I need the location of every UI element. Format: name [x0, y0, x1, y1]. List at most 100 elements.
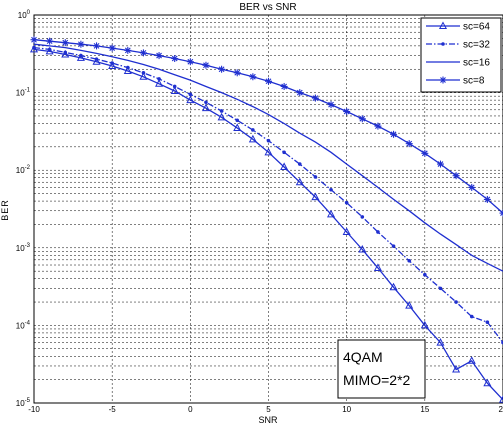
chart-title: BER vs SNR	[239, 2, 296, 13]
data-point	[389, 282, 398, 291]
data-point	[93, 42, 101, 50]
data-point	[454, 300, 458, 304]
x-tick-label: -10	[28, 405, 40, 414]
legend-label: sc=64	[463, 22, 490, 33]
data-point	[235, 118, 240, 123]
data-point	[170, 86, 179, 94]
data-point	[204, 100, 208, 105]
legend-entry: sc=32	[426, 40, 490, 51]
legend: sc=64 sc=32 sc=16 sc=8	[420, 17, 502, 93]
data-point	[46, 37, 54, 45]
data-point	[344, 201, 349, 205]
x-axis-label: SNR	[258, 415, 278, 425]
legend-marker	[439, 76, 447, 84]
y-tick-label: 10-4	[16, 320, 31, 330]
data-point	[30, 36, 38, 44]
data-point	[248, 134, 257, 143]
data-point	[264, 147, 273, 156]
series-sc-16	[33, 43, 503, 272]
data-point	[201, 103, 211, 112]
data-point	[469, 314, 474, 319]
data-point	[188, 92, 193, 97]
data-point	[329, 187, 333, 192]
annotation-line-2: MIMO=2*2	[343, 372, 411, 388]
data-point	[32, 45, 36, 50]
data-point	[218, 65, 226, 73]
data-point	[233, 123, 242, 131]
series-line	[33, 43, 503, 272]
y-tick-label: 10-2	[16, 165, 31, 175]
data-point	[436, 160, 444, 168]
data-point	[327, 209, 336, 218]
x-tick-label: 0	[188, 405, 193, 414]
legend-label: sc=16	[463, 58, 490, 69]
data-point	[467, 356, 476, 364]
series-line	[33, 48, 503, 401]
plot-frame	[33, 14, 503, 404]
data-point	[468, 183, 476, 191]
data-point	[202, 61, 210, 69]
data-point	[171, 55, 179, 63]
data-point	[172, 84, 177, 89]
x-tick-label: 20	[499, 405, 503, 414]
data-point	[360, 215, 365, 219]
data-point	[499, 209, 503, 217]
data-point	[94, 57, 99, 61]
ticks: -10 -5 0 5 10 15 20 100 10-1 10-2 10-3 10-4 10-5	[16, 10, 503, 414]
data-point	[77, 40, 85, 48]
data-point	[61, 49, 70, 58]
data-point	[358, 244, 367, 253]
data-point	[295, 177, 304, 186]
data-point	[47, 47, 52, 52]
data-point	[438, 286, 443, 291]
data-point	[126, 65, 130, 70]
legend-label: sc=32	[463, 40, 490, 51]
series-sc-32	[32, 45, 503, 345]
data-point	[311, 94, 319, 102]
data-point	[452, 172, 460, 180]
data-point	[485, 320, 490, 324]
data-point	[420, 320, 429, 329]
data-point	[282, 150, 286, 155]
data-point	[452, 364, 461, 373]
legend-entry: sc=64	[426, 21, 490, 33]
data-point	[251, 128, 255, 132]
data-point	[110, 61, 114, 65]
data-point	[61, 39, 69, 47]
data-point	[124, 46, 132, 54]
data-point	[391, 244, 396, 248]
data-point	[108, 61, 117, 70]
data-point	[141, 70, 146, 75]
data-point	[139, 49, 147, 57]
data-point	[108, 44, 116, 52]
x-tick-label: -5	[109, 405, 117, 414]
legend-marker	[441, 42, 445, 46]
y-tick-label: 10-1	[16, 88, 31, 98]
data-point	[407, 258, 412, 263]
series-layer	[29, 36, 503, 403]
data-point	[313, 175, 318, 179]
x-tick-label: 5	[266, 405, 271, 414]
data-point	[155, 52, 163, 60]
data-point	[123, 66, 132, 74]
data-point	[233, 69, 241, 77]
data-point	[45, 46, 54, 55]
data-point	[217, 112, 226, 121]
data-point	[374, 122, 382, 130]
annotation-line-1: 4QAM	[343, 349, 383, 365]
x-tick-label: 10	[342, 405, 351, 414]
annotation-frame	[337, 339, 426, 399]
legend-entry: sc=8	[426, 76, 485, 87]
data-point	[376, 230, 380, 234]
data-point	[342, 227, 351, 235]
data-point	[405, 301, 414, 309]
y-tick-label: 100	[18, 10, 31, 20]
data-point	[436, 338, 445, 346]
data-point	[423, 272, 427, 277]
y-tick-label: 10-5	[16, 398, 31, 408]
data-point	[265, 77, 272, 85]
y-axis-label: BER	[0, 199, 10, 221]
data-point	[483, 378, 492, 387]
y-tick-label: 10-3	[16, 243, 31, 253]
